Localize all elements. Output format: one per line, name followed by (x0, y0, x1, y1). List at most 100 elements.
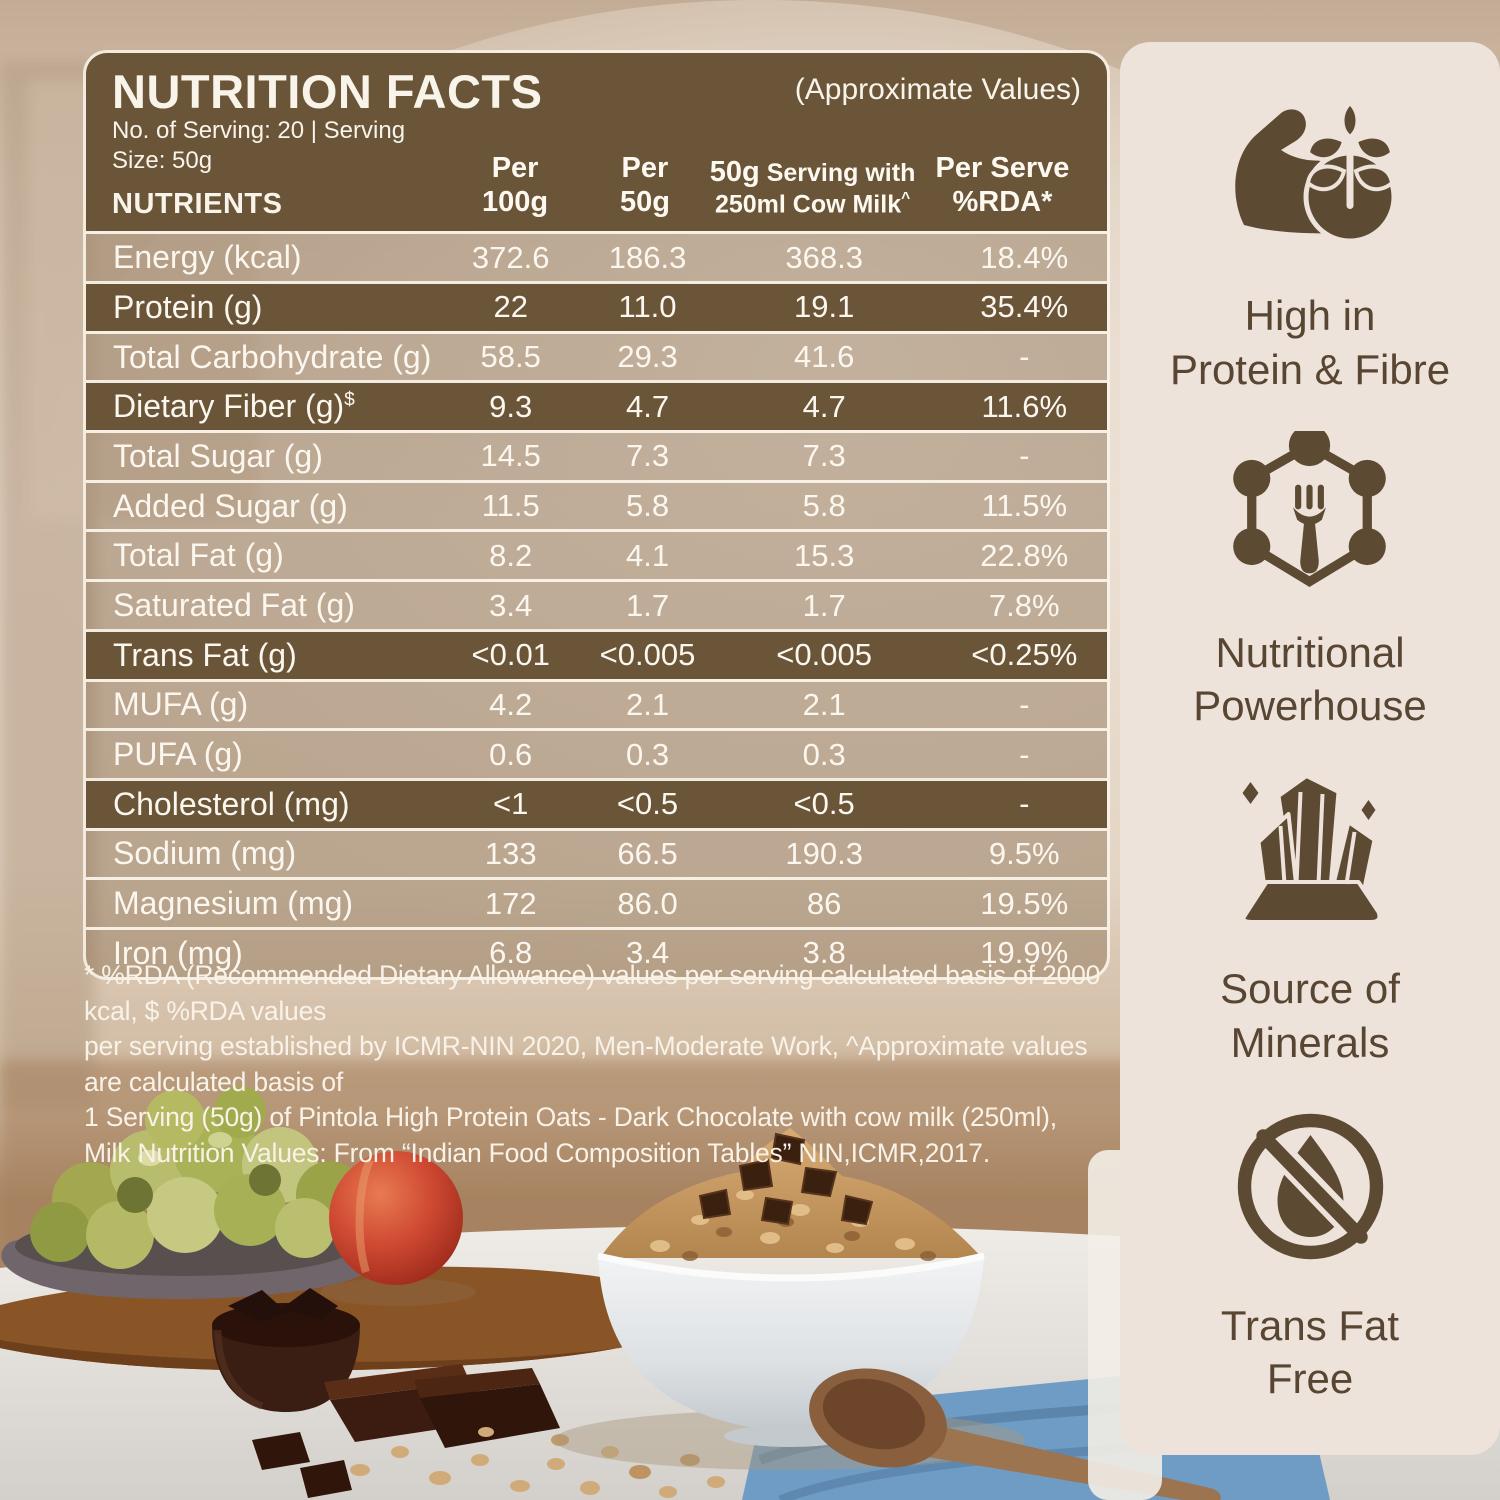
value-with-milk: <0.5 (793, 786, 855, 822)
value-per-50g: 4.1 (625, 537, 670, 573)
nutrient-name: Magnesium (mg) (113, 885, 354, 922)
feature-high-protein-fibre: High in Protein & Fibre (1170, 91, 1450, 397)
value-rda: 19.9% (980, 935, 1069, 971)
value-per-100g: 14.5 (480, 438, 541, 474)
value-per-50g: <0.5 (616, 786, 679, 822)
value-per-50g: 2.1 (625, 686, 670, 722)
table-row-protein: Protein (g) 22 11.0 19.1 35.4% (86, 281, 1107, 331)
value-with-milk: 41.6 (793, 339, 855, 375)
muscle-grain-icon (1218, 91, 1403, 263)
value-per-50g: 4.7 (625, 388, 670, 424)
value-rda: 11.6% (981, 388, 1068, 424)
table-row-saturated-fat: Saturated Fat (g) 3.4 1.7 1.7 7.8% (86, 579, 1107, 629)
value-rda: <0.25% (971, 637, 1078, 673)
serving-info: No. of Serving: 20 | Serving Size: 50g (112, 117, 406, 175)
value-per-100g: 133 (484, 835, 537, 871)
value-with-milk: 3.8 (802, 935, 846, 971)
value-per-100g: 3.4 (489, 587, 533, 623)
nutrient-name: Total Fat (g) (113, 537, 284, 574)
nutrient-name: Trans Fat (g) (113, 636, 297, 673)
approx-values-label: (Approximate Values) (794, 73, 1081, 106)
value-with-milk: 0.3 (802, 736, 846, 772)
value-rda: - (1019, 686, 1030, 722)
nutrient-name: Iron (mg) (113, 934, 243, 971)
value-per-50g: 7.3 (625, 438, 670, 474)
feature-label: High in Protein & Fibre (1169, 292, 1451, 393)
value-with-milk: 19.1 (793, 289, 855, 325)
value-rda: 11.5% (981, 488, 1068, 524)
value-rda: - (1019, 786, 1030, 822)
nutrition-facts-card: NUTRITION FACTS (Approximate Values) No.… (83, 50, 1110, 980)
nutrient-name: Dietary Fiber (g)$ (113, 388, 355, 425)
column-header-rda: Per Serve %RDA* (935, 151, 1070, 219)
value-per-50g: 5.8 (625, 488, 670, 524)
column-header-per-50g: Per 50g (619, 151, 670, 219)
nutrient-name: Energy (kcal) (113, 239, 302, 276)
nutrient-name: Total Sugar (g) (113, 437, 323, 474)
value-per-50g: 11.0 (618, 289, 677, 325)
value-with-milk: 368.3 (785, 239, 863, 275)
value-with-milk: 4.7 (802, 388, 846, 424)
value-per-50g: <0.005 (599, 637, 696, 673)
header-left-stack: No. of Serving: 20 | Serving Size: 50g N… (112, 116, 441, 221)
nutrients-column-label: NUTRIENTS (112, 188, 283, 221)
chocolate-chunks (698, 1132, 874, 1226)
nutrient-name: Sodium (mg) (113, 835, 297, 872)
value-per-100g: 6.8 (489, 935, 533, 971)
value-rda: 22.8% (980, 537, 1069, 573)
value-per-100g: 8.2 (489, 537, 533, 573)
table-row-added-sugar: Added Sugar (g) 11.5 5.8 5.8 11.5% (86, 479, 1107, 530)
value-per-100g: <1 (493, 786, 529, 822)
value-rda: 35.4% (980, 289, 1069, 325)
nutrient-name: PUFA (g) (113, 736, 243, 773)
chocolate-pieces (252, 1364, 560, 1498)
value-per-100g: 372.6 (471, 239, 550, 275)
column-header-per-100g: Per 100g (482, 151, 549, 219)
value-with-milk: 1.7 (802, 587, 846, 623)
nutrients-table: Energy (kcal) 372.6 186.3 368.3 18.4% Pr… (86, 231, 1107, 977)
nutrient-name: Saturated Fat (g) (113, 587, 355, 623)
table-row-iron: Iron (mg) 6.8 3.4 3.8 19.9% (86, 926, 1107, 977)
benefits-panel: High in Protein & Fibre (1120, 42, 1500, 1455)
value-with-milk: 86 (806, 885, 842, 921)
nutrient-name: Added Sugar (g) (113, 487, 348, 524)
table-row-total-fat: Total Fat (g) 8.2 4.1 15.3 22.8% (86, 529, 1107, 580)
nutrient-name: Protein (g) (113, 288, 263, 325)
nutrient-name: MUFA (g) (113, 686, 249, 723)
nutrient-name: Total Carbohydrate (g) (113, 338, 432, 375)
apple (320, 1151, 476, 1306)
molecule-fork-icon (1227, 428, 1392, 600)
crystals-icon (1228, 764, 1393, 936)
feature-nutritional-powerhouse: Nutritional Powerhouse (1193, 428, 1427, 734)
feature-source-of-minerals: Source of Minerals (1220, 764, 1400, 1070)
value-per-50g: 3.4 (625, 935, 670, 971)
value-per-100g: 4.2 (489, 686, 533, 722)
oats-heap (600, 1128, 982, 1258)
rda-footnote: * %RDA (Recommended Dietary Allowance) v… (84, 960, 1101, 1168)
table-row-cholesterol: Cholesterol (mg) <1 <0.5 <0.5 - (86, 777, 1107, 828)
table-row-energy: Energy (kcal) 372.6 186.3 368.3 18.4% (86, 231, 1107, 282)
value-per-50g: 29.3 (617, 339, 678, 375)
table-row-mufa: MUFA (g) 4.2 2.1 2.1 - (86, 678, 1107, 729)
table-row-pufa: PUFA (g) 0.6 0.3 0.3 - (86, 728, 1107, 778)
table-row-dietary-fiber: Dietary Fiber (g)$ 9.3 4.7 4.7 11.6% (86, 380, 1107, 431)
value-rda: - (1019, 438, 1030, 474)
feature-label: Trans Fat Free (1220, 1301, 1400, 1403)
value-rda: 7.8% (988, 587, 1060, 623)
feature-trans-fat-free: Trans Fat Free (1221, 1101, 1399, 1407)
value-per-50g: 66.5 (617, 835, 678, 871)
table-row-magnesium: Magnesium (mg) 172 86.0 86 19.5% (86, 877, 1107, 927)
value-rda: 19.5% (980, 885, 1069, 921)
value-per-100g: 9.3 (489, 388, 533, 424)
value-per-50g: 186.3 (608, 239, 687, 275)
value-rda: - (1019, 736, 1030, 772)
nutrient-name: Cholesterol (mg) (113, 785, 350, 822)
no-trans-fat-icon (1228, 1101, 1393, 1273)
table-header: NUTRITION FACTS (Approximate Values) No.… (86, 53, 1107, 232)
value-rda: 18.4% (980, 239, 1069, 275)
grapes (30, 1086, 364, 1269)
value-per-100g: 22 (493, 289, 528, 325)
table-row-total-sugar: Total Sugar (g) 14.5 7.3 7.3 - (86, 430, 1107, 480)
table-row-carbohydrate: Total Carbohydrate (g) 58.5 29.3 41.6 - (86, 330, 1107, 381)
value-per-100g: 172 (484, 885, 537, 921)
